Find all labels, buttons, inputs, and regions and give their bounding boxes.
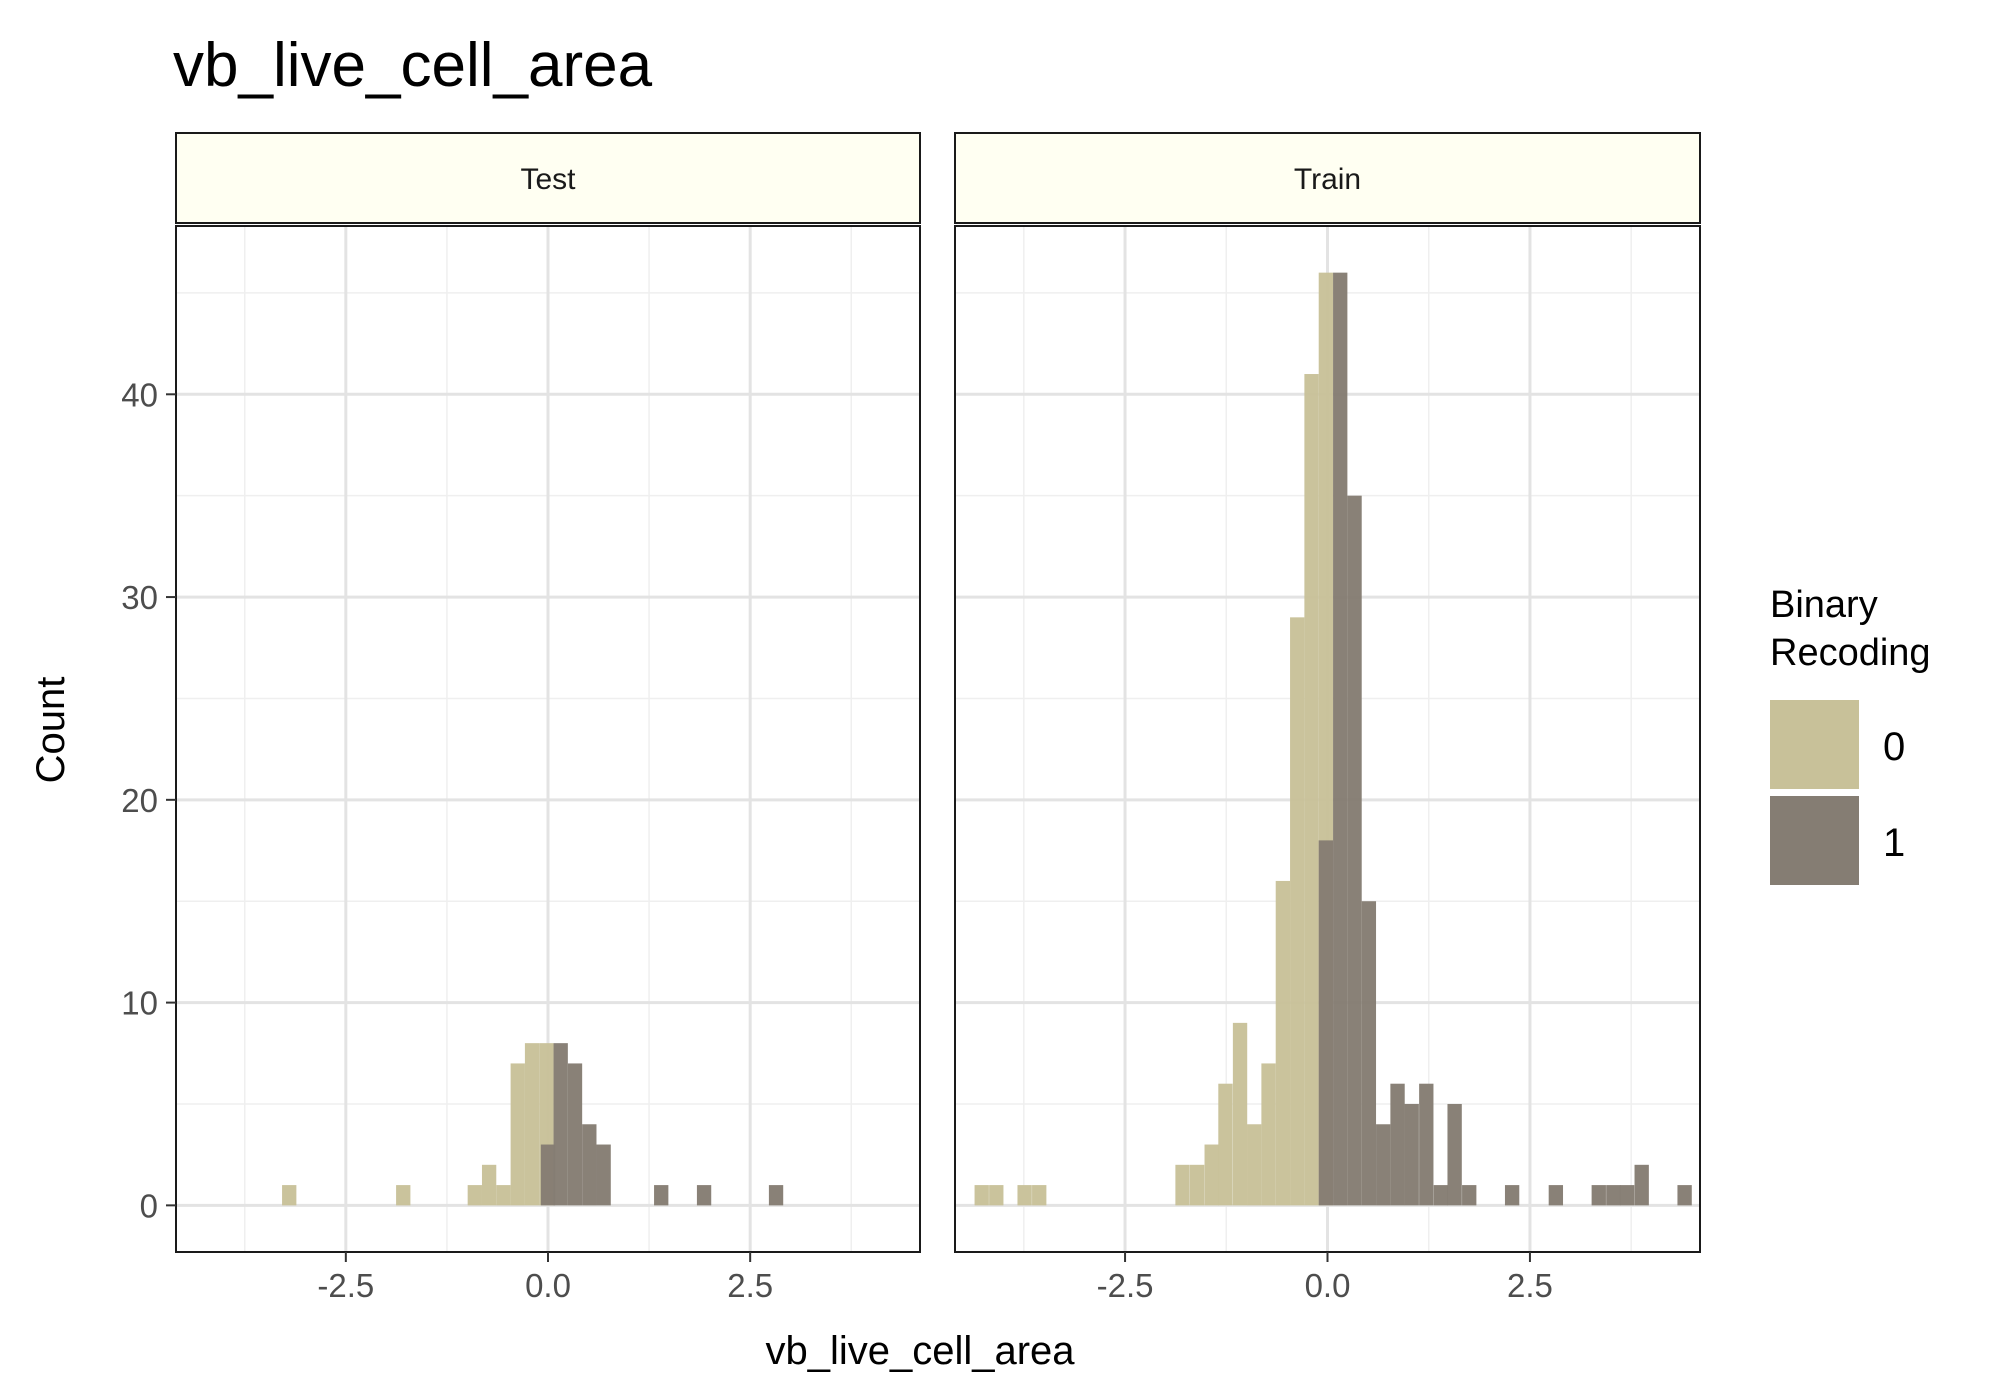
histogram-bar-test-series-1: x=0.511, count=4 (582, 1124, 597, 1206)
histogram-bar-train-series-0: x=-0.728, count=7 (1261, 1063, 1276, 1206)
histogram-bar-train-series-1: x=3.35, count=1 (1591, 1185, 1606, 1206)
x-tick-label: 0.0 (1305, 1267, 1351, 1304)
histogram-bar-train-series-0: x=-0.197, count=41 (1304, 374, 1319, 1206)
legend-key-0 (1770, 700, 1859, 789)
histogram-bar-train-series-0: x=-1.61, count=2 (1189, 1164, 1205, 1206)
x-tick-label: 2.5 (1507, 1267, 1553, 1304)
facet-strip-test (175, 132, 921, 224)
histogram-bar-train-series-1: x=0.157, count=46 (1333, 272, 1348, 1206)
histogram-bar-train-series-1: x=0.688, count=4 (1376, 1124, 1391, 1206)
legend-title-line: Recoding (1770, 632, 1931, 674)
facets: x=-3.2, count=1 x=-1.79, count=1 x=-0.905,… (121, 132, 1701, 1304)
histogram-bar-test-series-1: x=2.82, count=1 (768, 1185, 784, 1206)
x-tick-label: 0.0 (525, 1267, 571, 1304)
histogram-bar-train-series-1: x=2.28, count=1 (1504, 1185, 1520, 1206)
histogram-bar-test-series-1: x=1.4, count=1 (654, 1185, 669, 1206)
histogram-bar-test-series-1: x=0.688, count=3 (596, 1144, 611, 1206)
histogram-bar-test-series-1: x=0.157, count=8 (553, 1043, 568, 1206)
histogram-bar-train-series-0: x=-1.79, count=2 (1175, 1164, 1190, 1206)
facet-label-train: Train (1294, 163, 1361, 196)
histogram-bar-test-series-0: x=-3.2, count=1 (282, 1185, 297, 1206)
x-tick-label: -2.5 (1097, 1267, 1154, 1304)
facet-strip-train (954, 132, 1701, 224)
histogram-bar-train-series-0: x=-4.27, count=1 (974, 1185, 989, 1206)
x-tick-label: -2.5 (317, 1267, 374, 1304)
histogram-bar-test-series-1: x=0.334, count=7 (567, 1063, 583, 1206)
histogram-bar-train-series-1: x=1.22, count=6 (1419, 1083, 1434, 1206)
y-tick-label: 40 (121, 376, 158, 413)
legend: Binary Recoding 0 1 (1770, 584, 1931, 885)
facet-label-test: Test (520, 163, 576, 196)
x-axis-title: vb_live_cell_area (765, 1329, 1075, 1373)
y-tick-label: 0 (140, 1187, 158, 1224)
histogram-bar-test-series-0: x=-0.905, count=1 (467, 1185, 482, 1206)
histogram-bar-train-series-0: x=-0.374, count=29 (1290, 617, 1305, 1206)
histogram-bar-test-series-0: x=-0.551, count=1 (496, 1185, 511, 1206)
y-tick-label: 10 (121, 985, 158, 1022)
y-tick-label: 20 (121, 782, 158, 819)
histogram-bar-train-series-0: x=-4.09, count=1 (989, 1185, 1004, 1206)
chart-title: vb_live_cell_area (173, 31, 653, 100)
histogram-bar-test-series-0: x=-0.197, count=8 (524, 1043, 540, 1206)
histogram-bar-train-series-0: x=-1.08, count=9 (1232, 1022, 1248, 1206)
histogram-bar-train-series-1: x=-0.02, count=18 (1318, 840, 1334, 1206)
histogram-bar-train-series-1: x=3.53, count=1 (1606, 1185, 1621, 1206)
histogram-bar-train-series-1: x=3.7, count=1 (1619, 1185, 1635, 1206)
x-tick-label: 2.5 (727, 1267, 773, 1304)
histogram-bar-train-series-1: x=3.88, count=2 (1634, 1164, 1649, 1206)
histogram-bar-train-series-1: x=2.82, count=1 (1548, 1185, 1564, 1206)
histogram-bar-train-series-1: x=1.04, count=5 (1404, 1103, 1419, 1206)
histogram-bar-train-series-1: x=1.57, count=5 (1447, 1103, 1462, 1206)
histogram-bar-test-series-0: x=-0.728, count=2 (481, 1164, 497, 1206)
histogram-bar-train-series-0: x=-1.43, count=3 (1204, 1144, 1219, 1206)
legend-key-1 (1770, 796, 1859, 885)
histogram-bar-test-series-0: x=-1.79, count=1 (396, 1185, 411, 1206)
facet-train: x=-4.27, count=1x=-4.09, count=1 x=-3.74,… (954, 132, 1701, 1304)
histogram-bar-train-series-1: x=0.865, count=6 (1390, 1083, 1405, 1206)
histogram-bar-test-series-0: x=-0.374, count=7 (510, 1063, 525, 1206)
legend-label-1: 1 (1883, 821, 1905, 865)
histogram-bar-train-series-0: x=-0.551, count=16 (1275, 880, 1291, 1206)
histogram-bar-train-series-0: x=-0.905, count=4 (1247, 1124, 1262, 1206)
legend-label-0: 0 (1883, 725, 1905, 769)
histogram-bar-train-series-1: x=0.511, count=15 (1361, 901, 1377, 1206)
histogram-bar-train-series-0: x=-3.56, count=1 (1032, 1185, 1047, 1206)
legend-title-line: Binary (1770, 584, 1878, 626)
histogram-bar-train-series-1: x=1.75, count=1 (1462, 1185, 1477, 1206)
histogram-bar-test-series-1: x=0, count=3 (540, 1144, 556, 1206)
histogram-bar-train-series-1: x=1.4, count=1 (1433, 1185, 1449, 1206)
facet-test: x=-3.2, count=1 x=-1.79, count=1 x=-0.905,… (121, 132, 921, 1304)
histogram-bar-train-series-0: x=-3.74, count=1 (1017, 1185, 1032, 1206)
y-axis-title: Count (29, 677, 73, 784)
y-tick-label: 30 (121, 579, 158, 616)
histogram-bar-train-series-0: x=-1.26, count=6 (1218, 1083, 1233, 1206)
histogram-bar-test-series-1: x=1.93, count=1 (696, 1185, 712, 1206)
histogram-bar-train-series-1: x=4.41, count=1 (1677, 1185, 1692, 1206)
histogram-bar-train-series-1: x=0.334, count=35 (1347, 495, 1362, 1206)
